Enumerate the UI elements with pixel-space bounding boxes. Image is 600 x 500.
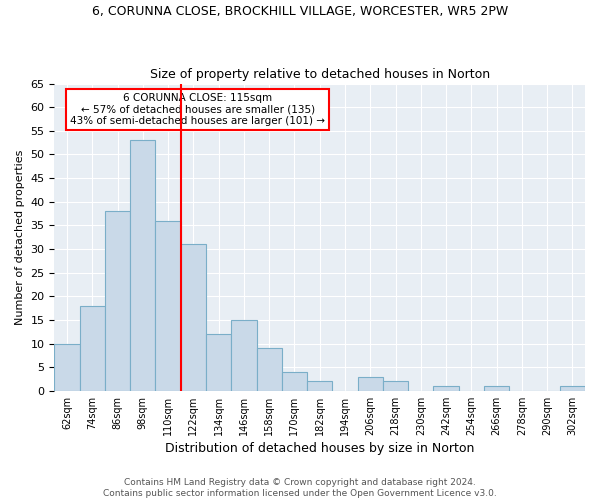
Bar bbox=[231, 320, 257, 391]
Text: 6 CORUNNA CLOSE: 115sqm
← 57% of detached houses are smaller (135)
43% of semi-d: 6 CORUNNA CLOSE: 115sqm ← 57% of detache… bbox=[70, 93, 325, 126]
Bar bbox=[358, 376, 383, 391]
Bar bbox=[560, 386, 585, 391]
Bar bbox=[433, 386, 458, 391]
Y-axis label: Number of detached properties: Number of detached properties bbox=[15, 150, 25, 325]
Text: 6, CORUNNA CLOSE, BROCKHILL VILLAGE, WORCESTER, WR5 2PW: 6, CORUNNA CLOSE, BROCKHILL VILLAGE, WOR… bbox=[92, 5, 508, 18]
Bar bbox=[105, 211, 130, 391]
Text: Contains HM Land Registry data © Crown copyright and database right 2024.
Contai: Contains HM Land Registry data © Crown c… bbox=[103, 478, 497, 498]
Bar bbox=[130, 140, 155, 391]
Bar bbox=[206, 334, 231, 391]
Bar bbox=[257, 348, 282, 391]
Bar bbox=[282, 372, 307, 391]
Bar bbox=[484, 386, 509, 391]
Bar bbox=[383, 382, 408, 391]
Bar bbox=[181, 244, 206, 391]
Title: Size of property relative to detached houses in Norton: Size of property relative to detached ho… bbox=[149, 68, 490, 81]
Bar bbox=[155, 220, 181, 391]
Bar bbox=[55, 344, 80, 391]
Bar bbox=[80, 306, 105, 391]
Bar bbox=[307, 382, 332, 391]
X-axis label: Distribution of detached houses by size in Norton: Distribution of detached houses by size … bbox=[165, 442, 475, 455]
